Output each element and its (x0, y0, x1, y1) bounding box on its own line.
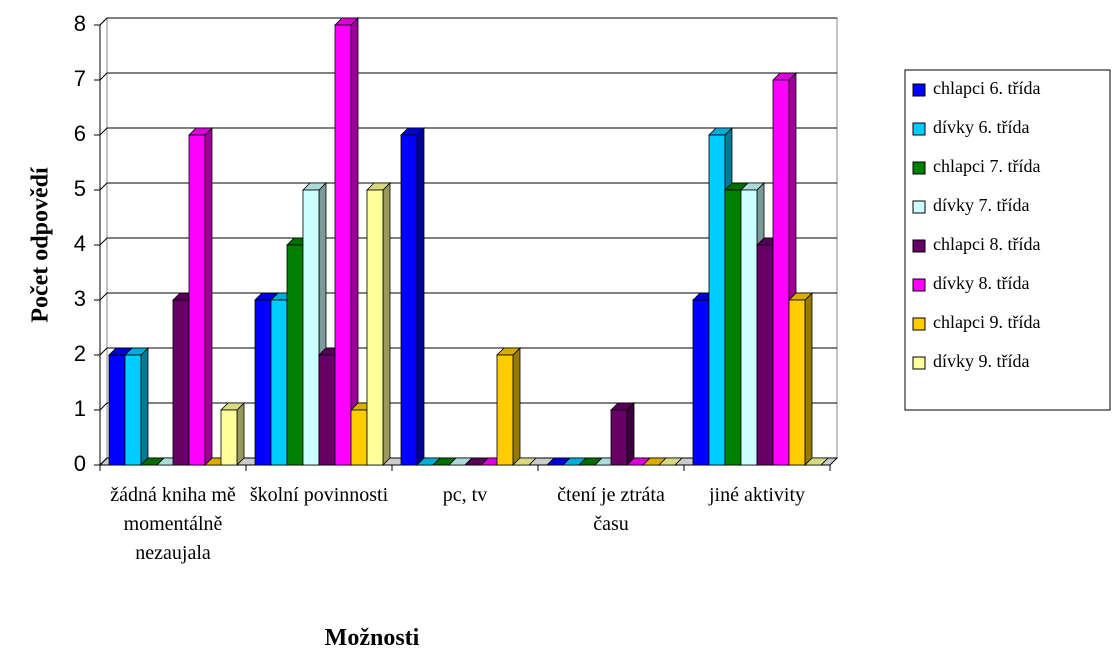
legend-swatch (912, 200, 926, 214)
y-tick-label: 4 (74, 231, 86, 256)
bar (172, 299, 190, 466)
x-tick-label: školní povinnosti (249, 484, 389, 506)
legend-label: dívky 6. třída (933, 117, 1030, 137)
legend-label: chlapci 8. třída (933, 234, 1040, 254)
bar-side (140, 347, 149, 466)
grid-line (99, 182, 837, 191)
legend-swatch (912, 317, 926, 331)
x-tick-label: pc, tv (442, 484, 488, 506)
bar (188, 134, 206, 466)
y-tick-label: 3 (74, 286, 86, 311)
bar (366, 189, 384, 466)
bar (788, 299, 806, 466)
bar-top (658, 457, 683, 466)
legend-swatch (912, 356, 926, 370)
legend-label: chlapci 7. třída (933, 156, 1040, 176)
legend-label: chlapci 9. třída (933, 312, 1040, 332)
bar (108, 354, 126, 466)
bar (350, 409, 368, 466)
bar (708, 134, 726, 466)
bar-side (626, 402, 635, 466)
bar (692, 299, 710, 466)
y-tick-label: 0 (74, 451, 86, 476)
bar-side (350, 17, 359, 466)
grid-line (99, 237, 837, 246)
bar (610, 409, 628, 466)
bar (334, 24, 352, 466)
legend-label: dívky 7. třída (933, 195, 1030, 215)
grid-line (99, 292, 837, 301)
y-tick-label: 2 (74, 341, 86, 366)
grid-line (99, 72, 837, 81)
bar (724, 189, 742, 466)
bar-side (204, 127, 213, 466)
bar-side (804, 292, 813, 466)
bar-side (416, 127, 425, 466)
grid-line (99, 347, 837, 356)
bar (318, 354, 336, 466)
bar (496, 354, 514, 466)
legend-swatch (912, 278, 926, 292)
bar (400, 134, 418, 466)
y-tick-label: 5 (74, 176, 86, 201)
legend-box (904, 69, 1111, 411)
x-tick-label: jiné aktivity (708, 484, 806, 506)
bar (220, 409, 238, 466)
legend-swatch (912, 83, 926, 97)
y-tick-label: 1 (74, 396, 86, 421)
bar-side (236, 402, 245, 466)
x-tick-label: žádná kniha mě momentálně nezaujala (110, 484, 236, 564)
legend-label: dívky 9. třída (933, 351, 1030, 371)
y-tick-label: 6 (74, 121, 86, 146)
bar (772, 79, 790, 466)
legend-swatch (912, 239, 926, 253)
legend-swatch (912, 122, 926, 136)
bar (270, 299, 288, 466)
bar-top (804, 457, 829, 466)
bar (740, 189, 758, 466)
bar (254, 299, 272, 466)
y-tick-label: 7 (74, 66, 86, 91)
bar (756, 244, 774, 466)
grid-line (99, 17, 837, 26)
legend-label: dívky 8. třída (933, 273, 1030, 293)
grid-line (99, 127, 837, 136)
legend-label: chlapci 6. třída (933, 78, 1040, 98)
bar-top (512, 457, 537, 466)
y-tick-label: 8 (74, 11, 86, 36)
bar (302, 189, 320, 466)
y-axis-title: Počet odpovědí (28, 167, 54, 323)
bar-side (512, 347, 521, 466)
x-tick-label: čtení je ztráta času (557, 484, 665, 535)
bar (286, 244, 304, 466)
legend-swatch (912, 161, 926, 175)
bar (124, 354, 142, 466)
grid-line (99, 402, 837, 411)
bar-side (382, 182, 391, 466)
x-axis-title: Možnosti (325, 625, 420, 651)
